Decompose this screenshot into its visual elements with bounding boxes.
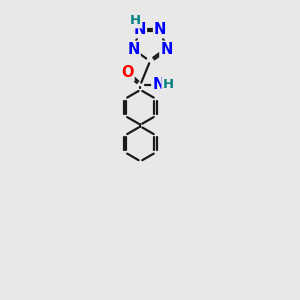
Text: O: O [121,65,134,80]
Text: H: H [163,78,174,91]
Text: N: N [152,77,165,92]
Text: N: N [134,22,146,37]
Text: N: N [160,42,173,57]
Text: H: H [130,14,141,27]
Text: N: N [154,22,167,37]
Text: N: N [127,42,140,57]
